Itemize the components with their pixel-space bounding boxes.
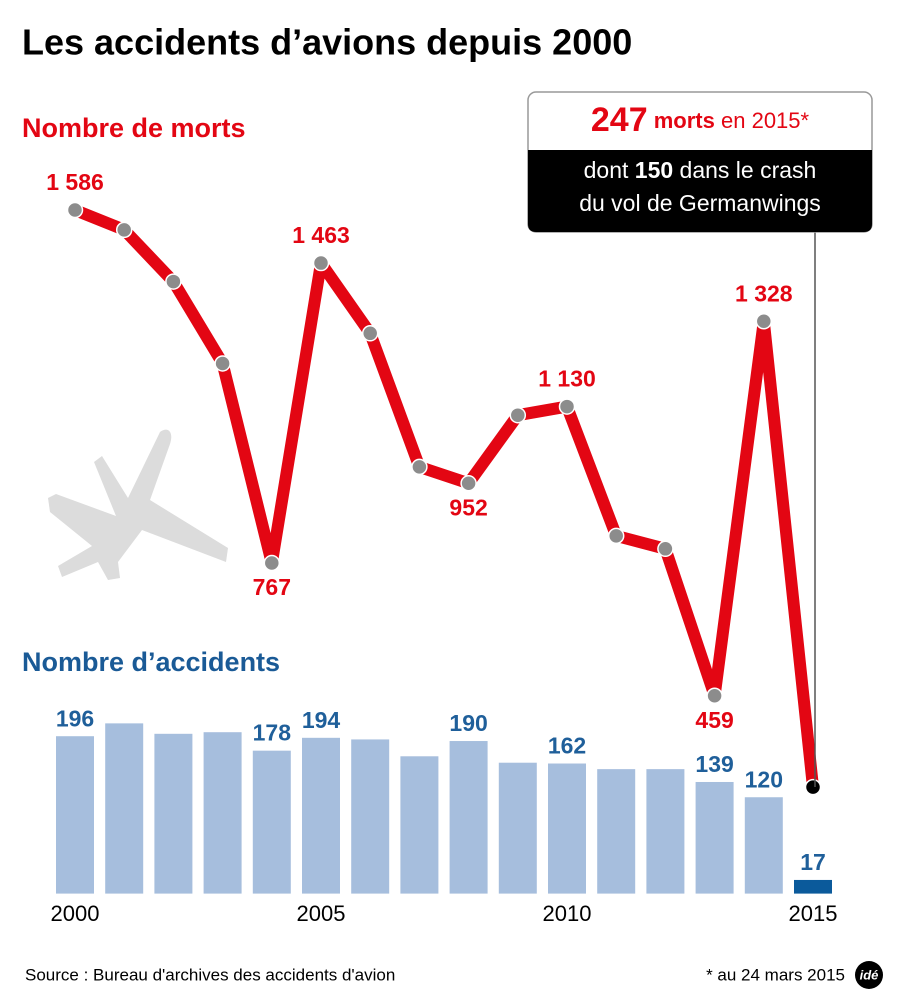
point [411, 458, 428, 476]
point [214, 355, 231, 372]
annotation-headline: 247 morts en 2015* [591, 101, 810, 139]
bar [794, 879, 832, 894]
line [72, 204, 819, 788]
point [804, 778, 822, 796]
logo: idé [860, 967, 879, 982]
point [263, 554, 281, 572]
bar-value-label: 139 [695, 751, 733, 777]
annotation-rest: en 2015* [721, 108, 810, 133]
bar-value-label: 162 [548, 733, 586, 759]
bar [56, 736, 94, 894]
bar [302, 737, 340, 894]
annotation-line: du vol de Germanwings [579, 190, 821, 216]
point [657, 540, 674, 558]
bar [351, 739, 390, 894]
annotation-unit: morts [654, 108, 715, 133]
x-tick-label: 2015 [789, 901, 838, 926]
point-value-label: 459 [695, 707, 733, 733]
bar [105, 723, 144, 894]
bar-value-label: 194 [302, 707, 341, 733]
bar [400, 756, 439, 894]
bar [203, 732, 242, 894]
annotation-text: dont [584, 157, 629, 183]
point-value-label: 952 [449, 494, 487, 520]
source: Source : Bureau d'archives des accidents… [25, 965, 395, 984]
bar [646, 769, 685, 894]
plane-icon [48, 429, 228, 580]
annotation-number: 150 [635, 157, 673, 183]
x-tick-label: 2000 [51, 901, 100, 926]
note: * au 24 mars 2015 [706, 965, 845, 984]
point [66, 201, 84, 219]
point [607, 527, 625, 545]
annotation-text: dans le crash [680, 157, 817, 183]
point [706, 687, 723, 705]
point-value-label: 767 [253, 574, 291, 600]
x-tick-label: 2005 [297, 901, 346, 926]
bar [154, 733, 193, 894]
line-title: Nombre de morts [22, 113, 246, 143]
bar-value-label: 178 [253, 720, 292, 746]
bar [548, 763, 586, 894]
point [312, 254, 330, 272]
bar [252, 750, 291, 894]
point [115, 221, 133, 239]
point-value-label: 1 328 [735, 280, 793, 306]
bar [449, 741, 488, 894]
x-tick-label: 2010 [543, 901, 592, 926]
point [755, 312, 773, 330]
bar [498, 762, 537, 894]
point [558, 398, 576, 415]
point [165, 273, 182, 290]
bar-value-label: 196 [56, 705, 94, 731]
annotation-line: dont 150 dans le crash [584, 157, 817, 183]
bar [695, 781, 734, 894]
point [460, 475, 477, 492]
bar-value-label: 17 [800, 849, 826, 875]
point-value-label: 1 130 [538, 366, 596, 392]
bar [597, 769, 636, 894]
bar-value-label: 190 [449, 710, 487, 736]
bar-value-label: 120 [745, 766, 783, 792]
bar-title: Nombre d’accidents [22, 647, 280, 677]
annotation-number: 247 [591, 101, 648, 139]
annotation-dark [528, 150, 872, 232]
annotation: 247 morts en 2015* dont 150 dans le cras… [527, 91, 873, 787]
point-value-label: 1 463 [292, 222, 350, 248]
chart-title: Les accidents d’avions depuis 2000 [22, 22, 632, 63]
point [509, 406, 527, 424]
bar [744, 797, 783, 894]
point [361, 325, 379, 342]
point-value-label: 1 586 [46, 169, 104, 195]
logo-circle [855, 961, 883, 989]
